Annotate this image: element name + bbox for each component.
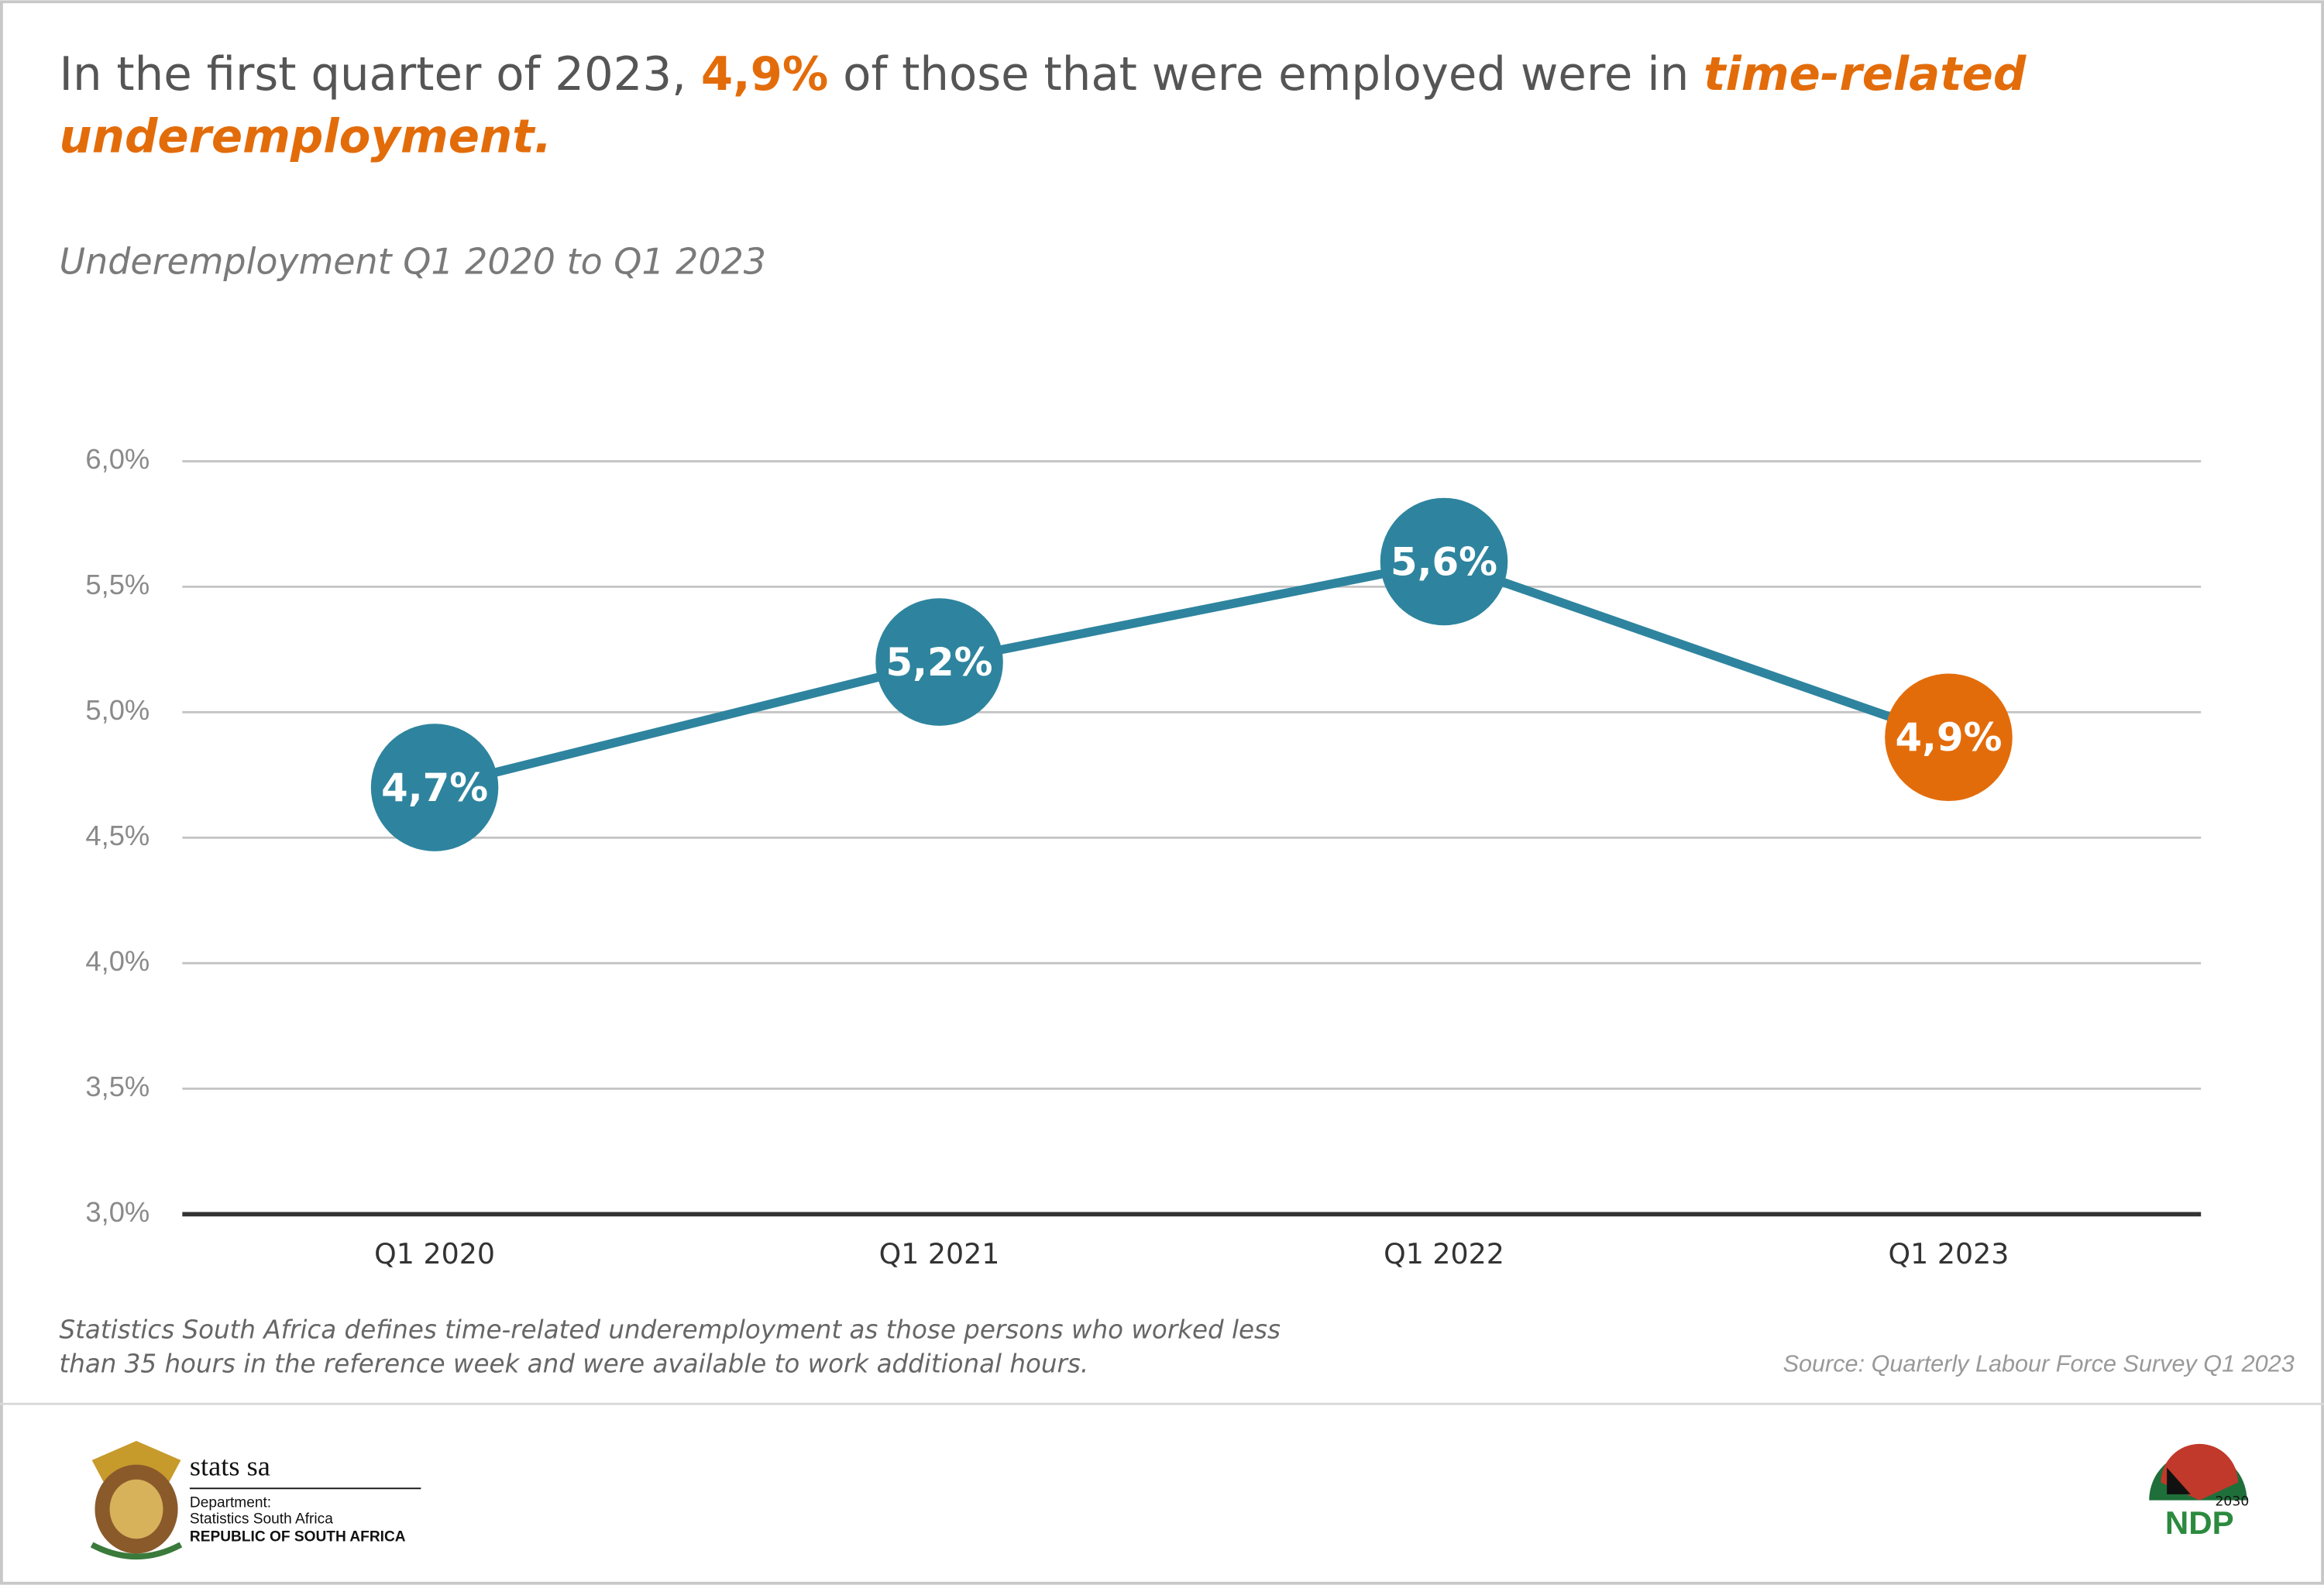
coat-of-arms <box>90 1441 183 1560</box>
country: REPUBLIC OF SOUTH AFRICA <box>190 1528 406 1545</box>
note: than 35 hours in the reference week and … <box>60 1349 1089 1378</box>
data-label: 5,2% <box>886 640 993 685</box>
y-tick-label: 5,5% <box>85 569 150 600</box>
point <box>1885 673 2013 802</box>
y-tick-label: 4,5% <box>85 820 150 851</box>
subtitle: Underemployment Q1 2020 to Q1 2023 <box>60 240 766 282</box>
source: Source: Quarterly Labour Force Survey Q1… <box>1783 1351 2295 1377</box>
y-tick-label: 5,0% <box>85 694 150 726</box>
title-text: of those that were employed were in <box>843 47 1689 101</box>
x-tick-label: Q1 2021 <box>879 1237 1000 1270</box>
line <box>433 557 1951 792</box>
title-line-1: In the first quarter of 2023, 4,9% of th… <box>60 47 2027 101</box>
title-highlight: time-related <box>1703 47 2027 101</box>
department: Department: <box>190 1494 271 1511</box>
ndp-text: NDP <box>2165 1504 2234 1541</box>
title-text: In the first quarter of 2023, <box>60 47 686 101</box>
y-tick-label: 6,0% <box>85 443 150 475</box>
x-tick-label: Q1 2020 <box>374 1237 495 1270</box>
y-tick-label: 3,5% <box>85 1071 150 1102</box>
data-label: 5,6% <box>1391 539 1497 584</box>
logo-text: stats sa <box>190 1451 270 1482</box>
x-tick-label: Q1 2023 <box>1889 1237 2009 1270</box>
data-label: 4,9% <box>1895 715 2002 760</box>
ndp-logo: 2030 NDP <box>2149 1443 2249 1541</box>
data-label: 4,7% <box>381 765 488 810</box>
y-tick-label: 3,0% <box>85 1196 150 1228</box>
point <box>370 724 499 851</box>
y-tick-label: 4,0% <box>85 945 150 977</box>
title-highlight: 4,9% <box>701 47 828 101</box>
point <box>875 598 1003 726</box>
ndp-year: 2030 <box>2215 1494 2249 1509</box>
note: Statistics South Africa defines time-rel… <box>60 1315 1281 1344</box>
point <box>1380 497 1508 626</box>
x-tick-label: Q1 2022 <box>1384 1237 1504 1270</box>
org: Statistics South Africa <box>190 1511 333 1528</box>
title-line-2: underemployment. <box>60 109 552 163</box>
plot: 3,0% 3,5% 4,0% 4,5% 5,0% 5,5% 6,0% Q1 2020 Q1 20… <box>85 443 2202 1270</box>
